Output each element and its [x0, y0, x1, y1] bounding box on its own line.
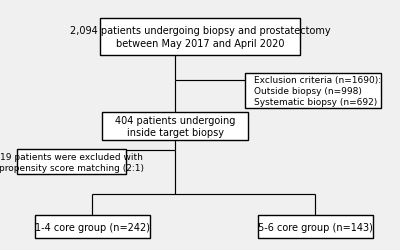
FancyBboxPatch shape — [17, 150, 126, 175]
FancyBboxPatch shape — [258, 216, 373, 238]
FancyBboxPatch shape — [245, 74, 382, 109]
Text: 1-4 core group (n=242): 1-4 core group (n=242) — [35, 222, 150, 232]
Text: 19 patients were excluded with
propensity score matching (2:1): 19 patients were excluded with propensit… — [0, 152, 144, 172]
FancyBboxPatch shape — [35, 216, 150, 238]
FancyBboxPatch shape — [100, 19, 300, 56]
FancyBboxPatch shape — [102, 112, 248, 140]
Text: Exclusion criteria (n=1690):
Outside biopsy (n=998)
Systematic biopsy (n=692): Exclusion criteria (n=1690): Outside bio… — [254, 76, 381, 107]
Text: 5-6 core group (n=143): 5-6 core group (n=143) — [258, 222, 373, 232]
Text: 2,094 patients undergoing biopsy and prostatectomy
between May 2017 and April 20: 2,094 patients undergoing biopsy and pro… — [70, 26, 330, 48]
Text: 404 patients undergoing
inside target biopsy: 404 patients undergoing inside target bi… — [115, 115, 235, 137]
